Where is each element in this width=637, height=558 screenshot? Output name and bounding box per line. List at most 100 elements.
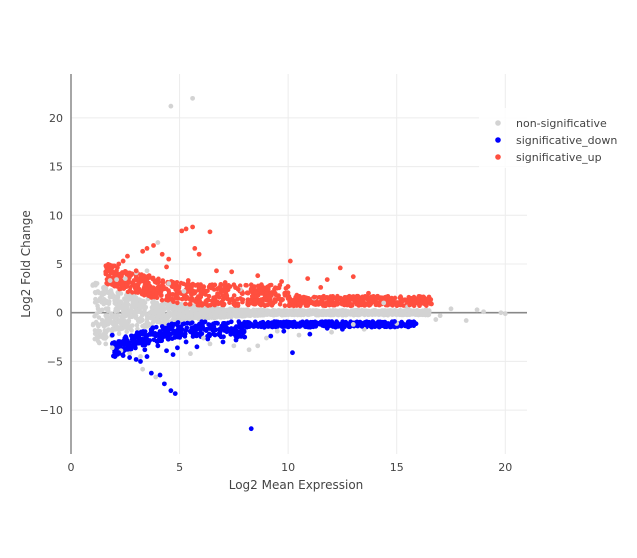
x-tick-label: 10	[281, 461, 295, 474]
point-non-significative-cloud	[176, 314, 181, 320]
point-non-significative	[155, 240, 161, 245]
point-non-significative-cloud	[412, 308, 418, 314]
point-significative-up-cloud	[227, 284, 233, 289]
point-non-significative-cloud	[193, 315, 198, 321]
point-significative-down	[359, 323, 365, 329]
point-non-significative-cloud	[322, 311, 327, 317]
point-non-significative	[153, 374, 159, 380]
point-significative-up	[172, 281, 178, 286]
point-significative-up-cloud	[210, 300, 216, 306]
point-non-significative	[127, 351, 133, 357]
point-significative-up-cloud	[119, 282, 125, 287]
point-significative-up	[218, 282, 224, 287]
point-significative-up-cloud	[371, 293, 376, 299]
point-significative-down-cloud	[210, 324, 215, 330]
point-significative-up-cloud	[103, 263, 109, 269]
point-significative-up	[255, 273, 261, 279]
point-significative-down	[340, 326, 345, 332]
point-non-significative-cloud	[103, 313, 109, 318]
point-significative-up-cloud	[140, 275, 145, 280]
point-significative-up-cloud	[150, 276, 156, 282]
point-significative-down	[116, 350, 122, 356]
point-non-significative	[122, 276, 128, 282]
point-significative-up-cloud	[342, 294, 348, 300]
point-non-significative-cloud	[413, 312, 419, 318]
point-non-significative-cloud	[118, 305, 124, 311]
point-significative-down-cloud	[237, 321, 242, 326]
point-significative-down	[122, 339, 128, 345]
point-significative-up	[359, 299, 365, 305]
point-significative-down-cloud	[172, 335, 178, 340]
point-significative-up-cloud	[258, 302, 264, 307]
point-significative-up-cloud	[215, 291, 220, 296]
point-significative-up	[214, 268, 219, 274]
point-significative-down	[379, 322, 384, 328]
point-significative-up-cloud	[253, 298, 258, 303]
point-significative-up-cloud	[237, 283, 243, 289]
point-significative-up-cloud	[159, 297, 165, 303]
point-non-significative-cloud	[284, 309, 290, 315]
point-non-significative-cloud	[227, 307, 232, 313]
y-tick-label: 5	[56, 258, 63, 271]
point-significative-up-cloud	[249, 300, 254, 306]
point-non-significative-cloud	[214, 310, 219, 316]
point-non-significative-cloud	[141, 324, 147, 329]
point-significative-up-cloud	[363, 296, 368, 301]
point-significative-up-cloud	[135, 278, 141, 283]
point-non-significative	[296, 332, 302, 338]
point-significative-down	[411, 321, 417, 326]
point-significative-down	[112, 340, 117, 346]
point-non-significative	[246, 347, 252, 353]
point-significative-down-cloud	[258, 322, 264, 327]
point-significative-up-cloud	[282, 291, 288, 296]
point-non-significative-cloud	[123, 324, 128, 330]
point-significative-down	[157, 372, 163, 378]
point-non-significative-cloud	[261, 312, 267, 318]
point-non-significative-cloud	[180, 311, 186, 317]
point-significative-up-cloud	[121, 286, 127, 291]
point-significative-up-cloud	[119, 271, 125, 277]
point-significative-down-cloud	[304, 323, 309, 328]
point-significative-up	[190, 224, 196, 230]
point-significative-up-cloud	[106, 273, 111, 279]
point-significative-down-cloud	[387, 324, 393, 330]
point-significative-up-cloud	[183, 301, 188, 307]
point-significative-up-cloud	[228, 297, 233, 303]
point-non-significative-cloud	[301, 309, 306, 314]
point-significative-up-cloud	[189, 284, 194, 290]
point-non-significative-cloud	[233, 309, 239, 314]
point-significative-up	[229, 269, 235, 275]
point-non-significative-cloud	[292, 309, 298, 315]
point-significative-up-cloud	[171, 284, 177, 290]
point-non-significative-cloud	[112, 300, 118, 306]
point-significative-up-cloud	[378, 295, 383, 301]
point-significative-up-cloud	[209, 285, 214, 291]
point-significative-up-cloud	[154, 291, 159, 297]
point-significative-up-cloud	[369, 298, 375, 304]
point-significative-up	[283, 285, 289, 291]
point-significative-up-cloud	[248, 282, 254, 288]
point-significative-up-cloud	[238, 296, 243, 301]
point-non-significative-cloud	[119, 326, 125, 331]
point-significative-up	[305, 276, 311, 282]
point-non-significative-cloud	[114, 294, 120, 300]
point-non-significative-cloud	[144, 314, 150, 319]
point-significative-down-cloud	[247, 324, 252, 329]
point-significative-down	[164, 348, 169, 354]
legend[interactable]: non-significative significative_downsigni…	[479, 108, 617, 168]
point-non-significative	[144, 268, 150, 274]
point-significative-down-cloud	[175, 320, 181, 325]
point-significative-up-cloud	[259, 282, 264, 287]
point-significative-up-cloud	[197, 302, 203, 307]
point-significative-down-cloud	[167, 325, 173, 330]
point-significative-up-cloud	[138, 289, 143, 295]
point-non-significative-cloud	[219, 315, 224, 320]
point-significative-down	[233, 337, 239, 343]
point-non-significative-cloud	[398, 311, 404, 317]
x-axis-title: Log2 Mean Expression	[229, 478, 364, 492]
point-significative-up	[346, 298, 352, 304]
point-significative-up-cloud	[296, 301, 302, 306]
point-significative-up-cloud	[318, 300, 323, 306]
point-significative-down-cloud	[157, 329, 163, 334]
point-significative-up	[140, 248, 146, 254]
